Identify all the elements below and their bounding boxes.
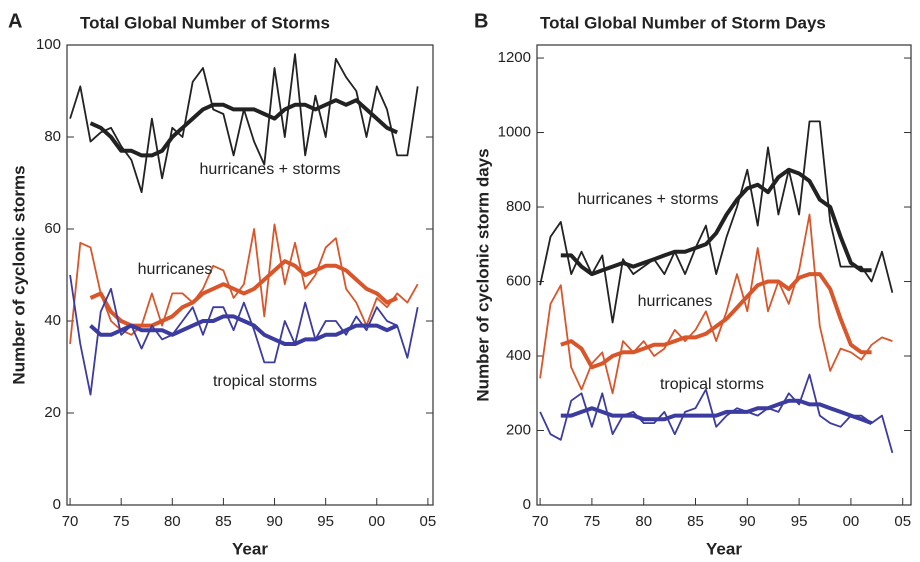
series-label: hurricanes + storms — [200, 161, 341, 178]
x-tick-label: 75 — [113, 513, 130, 530]
smoothed-line — [89, 98, 399, 158]
y-tick-label: 60 — [44, 220, 61, 237]
y-tick-label: 40 — [44, 312, 61, 329]
x-tick-label: 95 — [317, 513, 334, 530]
x-tick-label: 80 — [635, 513, 652, 530]
series-label: hurricanes + storms — [578, 191, 719, 208]
x-tick-label: 85 — [215, 513, 232, 530]
smoothed-line — [560, 398, 873, 425]
x-tick-label: 05 — [420, 513, 437, 530]
series-label: hurricanes — [138, 261, 213, 278]
plot-frame — [536, 44, 912, 506]
series-label: tropical storms — [213, 373, 317, 390]
x-tick-label: 90 — [266, 513, 283, 530]
x-axis-label: Year — [232, 539, 268, 558]
y-tick-label: 1200 — [498, 49, 531, 66]
y-tick-label: 0 — [523, 496, 531, 513]
x-tick-label: 00 — [368, 513, 385, 530]
x-tick-label: 70 — [62, 513, 79, 530]
series-label: tropical storms — [660, 376, 764, 393]
y-axis-label: Number of cyclonic storms — [9, 165, 28, 384]
annual-line — [539, 373, 894, 454]
x-tick-label: 70 — [532, 513, 549, 530]
x-tick-label: 80 — [164, 513, 181, 530]
x-tick-label: 75 — [584, 513, 601, 530]
x-tick-label: 95 — [791, 513, 808, 530]
annual-line — [539, 120, 894, 324]
chart-title: Total Global Number of Storm Days — [540, 13, 826, 32]
annual-line — [539, 213, 893, 395]
x-tick-label: 05 — [894, 513, 911, 530]
x-tick-label: 90 — [739, 513, 756, 530]
y-tick-label: 0 — [53, 496, 61, 513]
chart-title: Total Global Number of Storms — [80, 13, 330, 32]
smoothed-line — [560, 167, 872, 277]
y-tick-label: 20 — [44, 404, 61, 421]
y-tick-label: 1000 — [498, 123, 531, 140]
smoothed-line — [89, 259, 399, 328]
y-tick-label: 400 — [506, 347, 531, 364]
y-tick-label: 80 — [44, 128, 61, 145]
plot-frame — [66, 44, 434, 506]
annual-line — [69, 223, 419, 345]
smoothed-line — [560, 272, 872, 370]
y-tick-label: 200 — [506, 421, 531, 438]
x-tick-label: 00 — [843, 513, 860, 530]
y-tick-label: 800 — [506, 198, 531, 215]
panel-letter: B — [474, 10, 488, 32]
y-axis-label: Number of cyclonic storm days — [473, 148, 492, 401]
y-tick-label: 600 — [506, 272, 531, 289]
x-tick-label: 85 — [687, 513, 704, 530]
panel-letter: A — [8, 10, 22, 32]
smoothed-line — [89, 314, 399, 346]
x-axis-label: Year — [706, 539, 742, 558]
y-tick-label: 100 — [36, 36, 61, 53]
series-label: hurricanes — [638, 293, 713, 310]
